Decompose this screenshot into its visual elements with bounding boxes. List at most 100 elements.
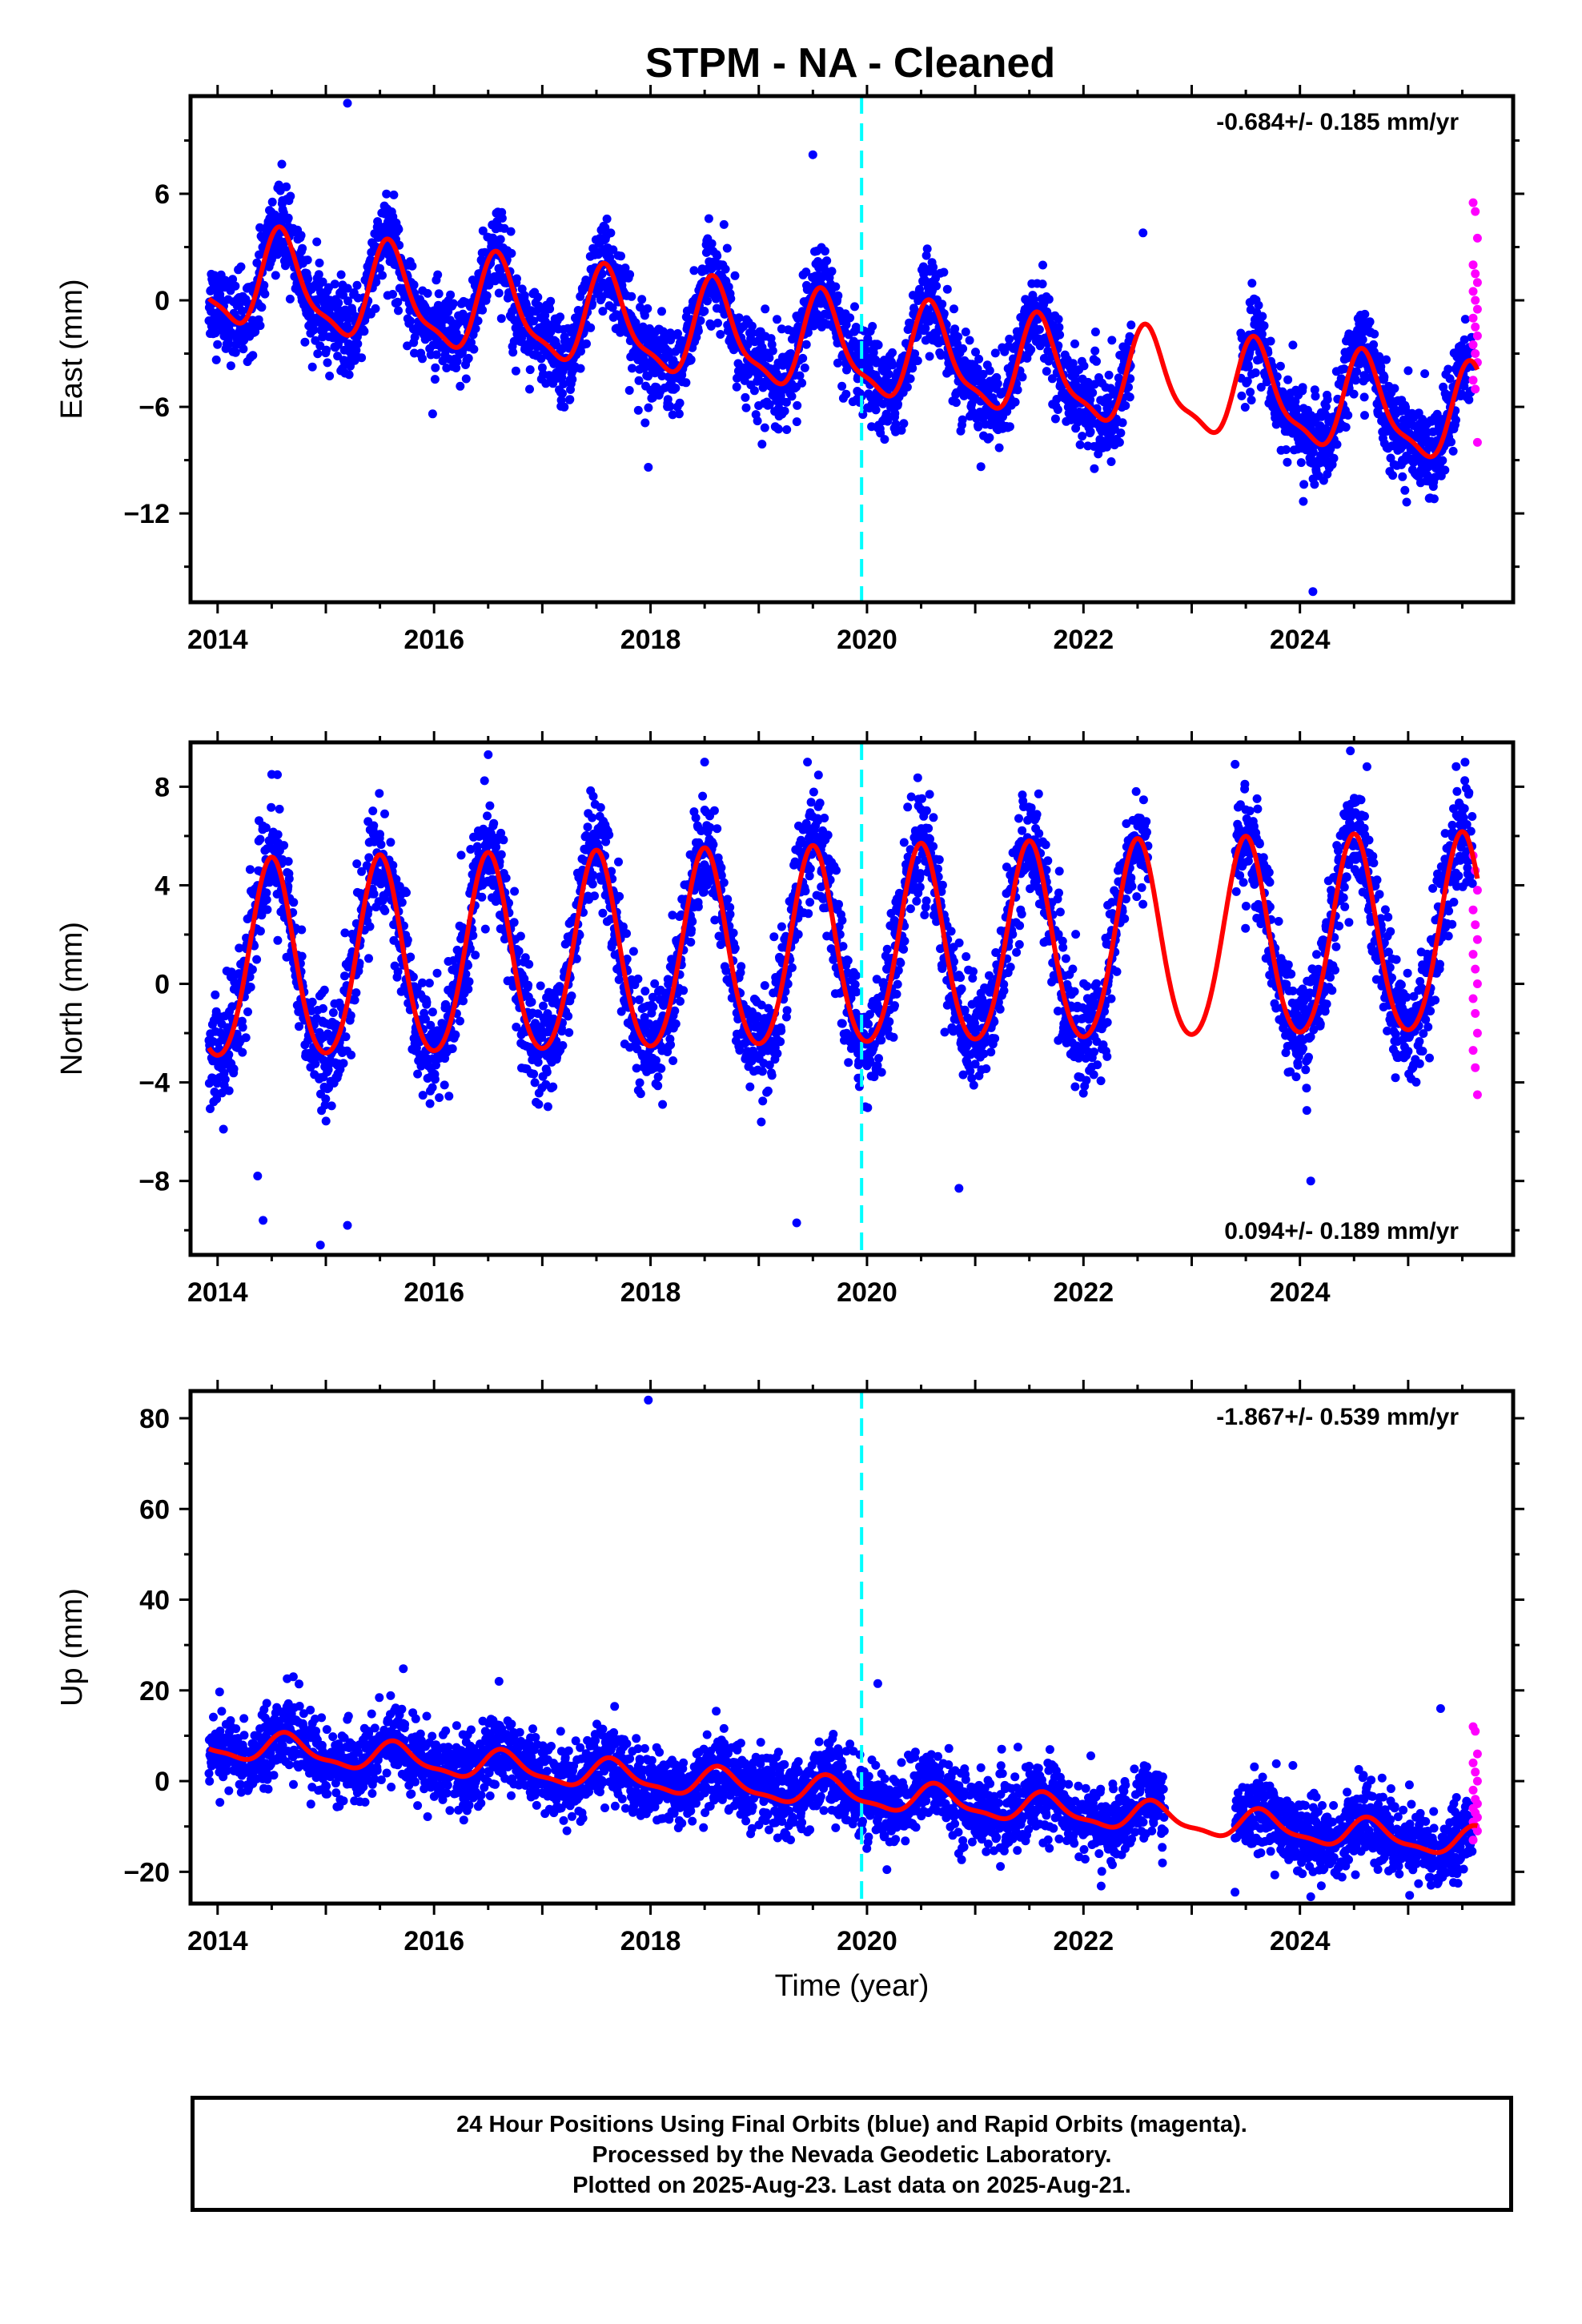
data-point xyxy=(238,1047,247,1057)
data-point xyxy=(1358,335,1367,344)
data-point xyxy=(1026,345,1036,355)
outlier-point xyxy=(1400,485,1410,495)
data-point xyxy=(679,986,689,995)
data-point xyxy=(582,339,591,348)
data-point xyxy=(635,1078,644,1088)
data-point xyxy=(352,280,362,290)
data-point xyxy=(281,261,290,271)
data-point xyxy=(353,339,363,348)
data-point xyxy=(511,366,520,376)
data-point xyxy=(905,374,915,384)
data-point xyxy=(1275,361,1285,371)
data-point xyxy=(220,1075,230,1084)
data-point xyxy=(721,264,730,274)
data-point xyxy=(1296,458,1306,468)
data-point xyxy=(333,352,343,361)
data-point xyxy=(1447,437,1456,447)
data-point xyxy=(564,1027,574,1037)
data-point xyxy=(760,423,769,432)
data-point xyxy=(588,813,597,822)
data-point xyxy=(536,981,545,991)
data-point xyxy=(780,406,789,416)
data-point xyxy=(643,304,652,313)
data-point xyxy=(976,462,986,472)
data-point xyxy=(336,270,346,279)
data-point xyxy=(259,280,269,290)
x-tick-label: 2024 xyxy=(1270,625,1331,655)
data-point xyxy=(1258,312,1267,321)
data-point xyxy=(344,370,354,380)
data-point xyxy=(525,365,535,375)
data-point xyxy=(929,263,938,272)
data-point xyxy=(868,322,877,331)
data-point xyxy=(658,1100,668,1109)
data-point xyxy=(534,1100,544,1109)
data-point xyxy=(1299,480,1309,489)
data-point xyxy=(339,291,348,300)
data-point xyxy=(827,267,837,276)
data-point xyxy=(275,804,284,814)
data-point xyxy=(262,895,271,904)
data-point xyxy=(307,997,317,1007)
data-point xyxy=(686,355,696,364)
data-point xyxy=(285,294,295,304)
data-point xyxy=(1365,317,1375,327)
data-point xyxy=(1448,446,1458,456)
data-point xyxy=(318,332,327,342)
data-point xyxy=(884,369,893,379)
data-point xyxy=(451,1030,460,1039)
data-point xyxy=(608,245,618,255)
data-point xyxy=(371,277,381,287)
data-point xyxy=(428,1083,437,1092)
data-point xyxy=(376,840,386,850)
data-point xyxy=(467,338,476,348)
data-point xyxy=(248,351,258,360)
data-point xyxy=(958,344,968,353)
data-point xyxy=(1055,330,1065,340)
data-point xyxy=(1078,432,1087,441)
data-point xyxy=(1299,497,1308,506)
data-point xyxy=(321,1116,331,1126)
data-point xyxy=(428,409,437,419)
data-point xyxy=(761,304,770,314)
data-point xyxy=(496,850,506,859)
data-point xyxy=(576,347,585,356)
data-point xyxy=(700,307,709,316)
data-point xyxy=(350,995,359,1005)
data-point xyxy=(671,384,681,393)
data-point xyxy=(359,327,369,336)
data-point xyxy=(440,1080,449,1090)
data-point xyxy=(428,1007,437,1017)
data-point xyxy=(334,298,343,308)
data-point xyxy=(801,267,811,277)
data-point xyxy=(459,996,468,1006)
outlier-point xyxy=(640,418,650,428)
outlier-point xyxy=(1138,228,1148,238)
data-point xyxy=(480,924,490,934)
data-point xyxy=(704,214,713,223)
data-point xyxy=(628,947,638,956)
data-point xyxy=(897,425,906,435)
data-point xyxy=(319,985,329,995)
data-point xyxy=(1126,320,1136,330)
data-point xyxy=(510,887,520,896)
data-point xyxy=(1104,370,1114,380)
data-point xyxy=(343,314,353,324)
data-point xyxy=(213,340,223,349)
data-point xyxy=(380,809,389,818)
data-point xyxy=(409,280,419,290)
rapid-point xyxy=(1468,340,1478,349)
data-point xyxy=(951,398,961,408)
data-point xyxy=(473,316,483,326)
data-point xyxy=(891,420,901,429)
rapid-point xyxy=(1472,304,1482,314)
data-point xyxy=(1088,388,1098,397)
data-point xyxy=(689,266,699,275)
data-point xyxy=(347,1050,356,1059)
data-point xyxy=(910,349,920,359)
data-point xyxy=(564,1011,573,1021)
data-point xyxy=(665,402,675,411)
data-point xyxy=(614,975,624,984)
east-rapid-points xyxy=(1468,198,1482,447)
